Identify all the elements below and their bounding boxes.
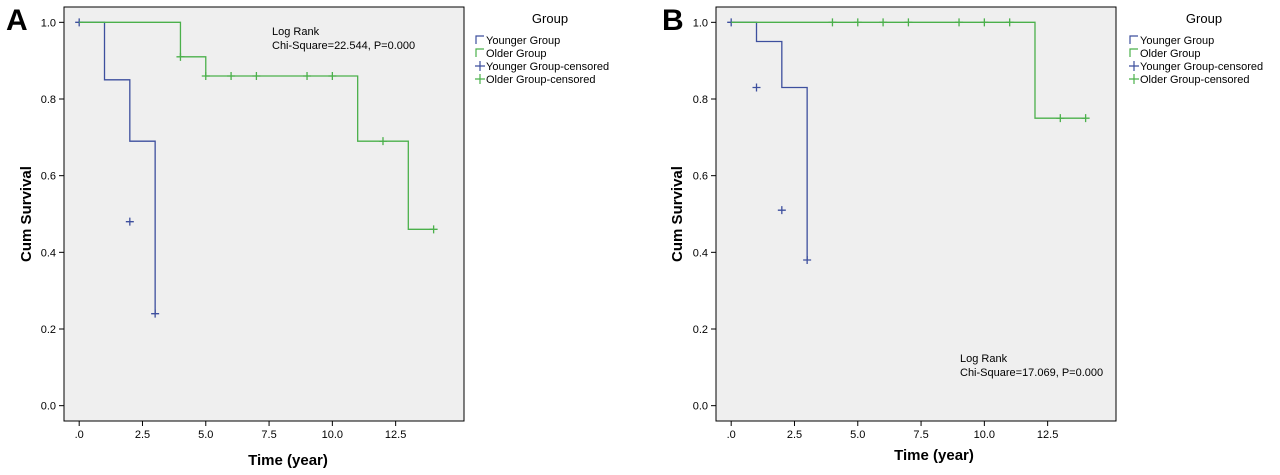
y-tick-label: 0.6 — [41, 171, 56, 183]
censor-mark-older — [429, 225, 438, 234]
x-tick-label: 12.5 — [1037, 429, 1058, 441]
panel-b: B .0 2.5 5.0 7.5 10.0 12.50.00.20.40.60.81.0 … — [662, 4, 1263, 464]
censor-mark-younger — [803, 256, 812, 264]
censor-mark-younger — [125, 217, 134, 226]
panel-a: A .0 2.5 5.0 7.5 10.0 12.50.00.20.40.60.81.0 … — [6, 4, 609, 469]
legend-label: Older Group — [486, 48, 547, 60]
legend-label: Younger Group — [1140, 35, 1214, 47]
censor-mark-older — [1056, 114, 1065, 123]
panel-letter-b: B — [662, 4, 684, 37]
legend-swatch — [475, 74, 485, 84]
y-axis-title-b: Cum Survival — [669, 166, 686, 262]
censor-mark-younger — [752, 83, 761, 92]
panel-letter-a: A — [6, 4, 28, 37]
x-tick-label: 7.5 — [261, 429, 276, 441]
legend-swatch — [1129, 48, 1138, 57]
chi-square-label-b: Chi-Square=17.069, P=0.000 — [960, 367, 1103, 379]
censor-mark-younger — [777, 206, 786, 215]
x-tick-label: 5.0 — [198, 429, 213, 441]
legend-label: Older Group-censored — [1140, 74, 1249, 86]
censor-mark-older — [955, 18, 964, 27]
x-axis-title-b: Time (year) — [894, 447, 974, 464]
y-tick-label: 0.4 — [41, 247, 56, 259]
legend-swatch — [1129, 74, 1139, 84]
y-tick-label: 0.2 — [41, 324, 56, 336]
censor-mark-older — [1081, 114, 1090, 123]
x-tick-label: 2.5 — [787, 429, 802, 441]
y-tick-label: 0.4 — [693, 247, 708, 259]
plot-area-a — [63, 6, 465, 422]
censor-mark-older — [303, 72, 312, 80]
legend-label: Younger Group-censored — [486, 61, 609, 73]
censor-mark-older — [980, 18, 989, 27]
y-tick-label: 0.2 — [693, 324, 708, 336]
y-tick-label: 1.0 — [693, 17, 708, 29]
y-axis-title-a: Cum Survival — [18, 166, 35, 262]
censor-mark-older — [828, 18, 837, 27]
x-tick-label: 10.0 — [322, 429, 343, 441]
x-tick-label: 12.5 — [385, 429, 406, 441]
censor-mark-older — [328, 72, 337, 80]
survival-line-older — [79, 21, 434, 230]
censor-mark-older — [904, 18, 913, 27]
censor-mark-older — [853, 18, 862, 27]
log-rank-label-a: Log Rank — [272, 26, 320, 38]
censor-mark-older — [879, 18, 888, 27]
censor-mark-older — [378, 137, 387, 146]
x-tick-label: .0 — [727, 429, 736, 441]
censor-mark-older — [201, 72, 210, 80]
y-tick-label: 0.8 — [41, 94, 56, 106]
legend-label: Older Group-censored — [486, 74, 595, 86]
plot-area-b — [715, 6, 1117, 422]
y-tick-label: 0.0 — [693, 401, 708, 413]
y-tick-label: 0.6 — [693, 171, 708, 183]
log-rank-label-b: Log Rank — [960, 353, 1008, 365]
censor-mark-older — [1005, 18, 1014, 27]
legend-label: Older Group — [1140, 48, 1201, 60]
survival-line-younger — [731, 21, 808, 260]
censor-mark-younger — [151, 309, 160, 318]
x-axis-title-a: Time (year) — [248, 452, 328, 469]
y-tick-label: 1.0 — [41, 17, 56, 29]
legend-label: Younger Group — [486, 35, 560, 47]
chi-square-label-a: Chi-Square=22.544, P=0.000 — [272, 40, 415, 52]
y-tick-label: 0.8 — [693, 94, 708, 106]
censor-mark-older — [227, 72, 236, 80]
x-tick-label: 7.5 — [913, 429, 928, 441]
legend-swatch — [475, 61, 485, 71]
legend-title-b: Group — [1186, 11, 1222, 26]
y-tick-label: 0.0 — [41, 401, 56, 413]
legend-swatch — [475, 35, 484, 44]
censor-mark-older — [176, 52, 185, 61]
legend-label: Younger Group-censored — [1140, 61, 1263, 73]
legend-title-a: Group — [532, 11, 568, 26]
x-tick-label: 5.0 — [850, 429, 865, 441]
survival-line-younger — [79, 21, 156, 314]
x-tick-label: 2.5 — [135, 429, 150, 441]
censor-mark-older — [252, 72, 261, 80]
legend-swatch — [1129, 61, 1139, 71]
x-tick-label: .0 — [75, 429, 84, 441]
x-tick-label: 10.0 — [974, 429, 995, 441]
legend-swatch — [1129, 35, 1138, 44]
legend-swatch — [475, 48, 484, 57]
